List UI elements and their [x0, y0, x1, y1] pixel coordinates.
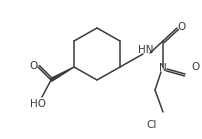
Text: HN: HN — [138, 45, 154, 55]
Text: N: N — [159, 63, 167, 73]
Polygon shape — [50, 67, 74, 81]
Text: O: O — [192, 62, 200, 72]
Text: O: O — [177, 22, 185, 32]
Text: Cl: Cl — [147, 120, 157, 130]
Text: HO: HO — [30, 99, 46, 109]
Text: O: O — [29, 61, 37, 71]
